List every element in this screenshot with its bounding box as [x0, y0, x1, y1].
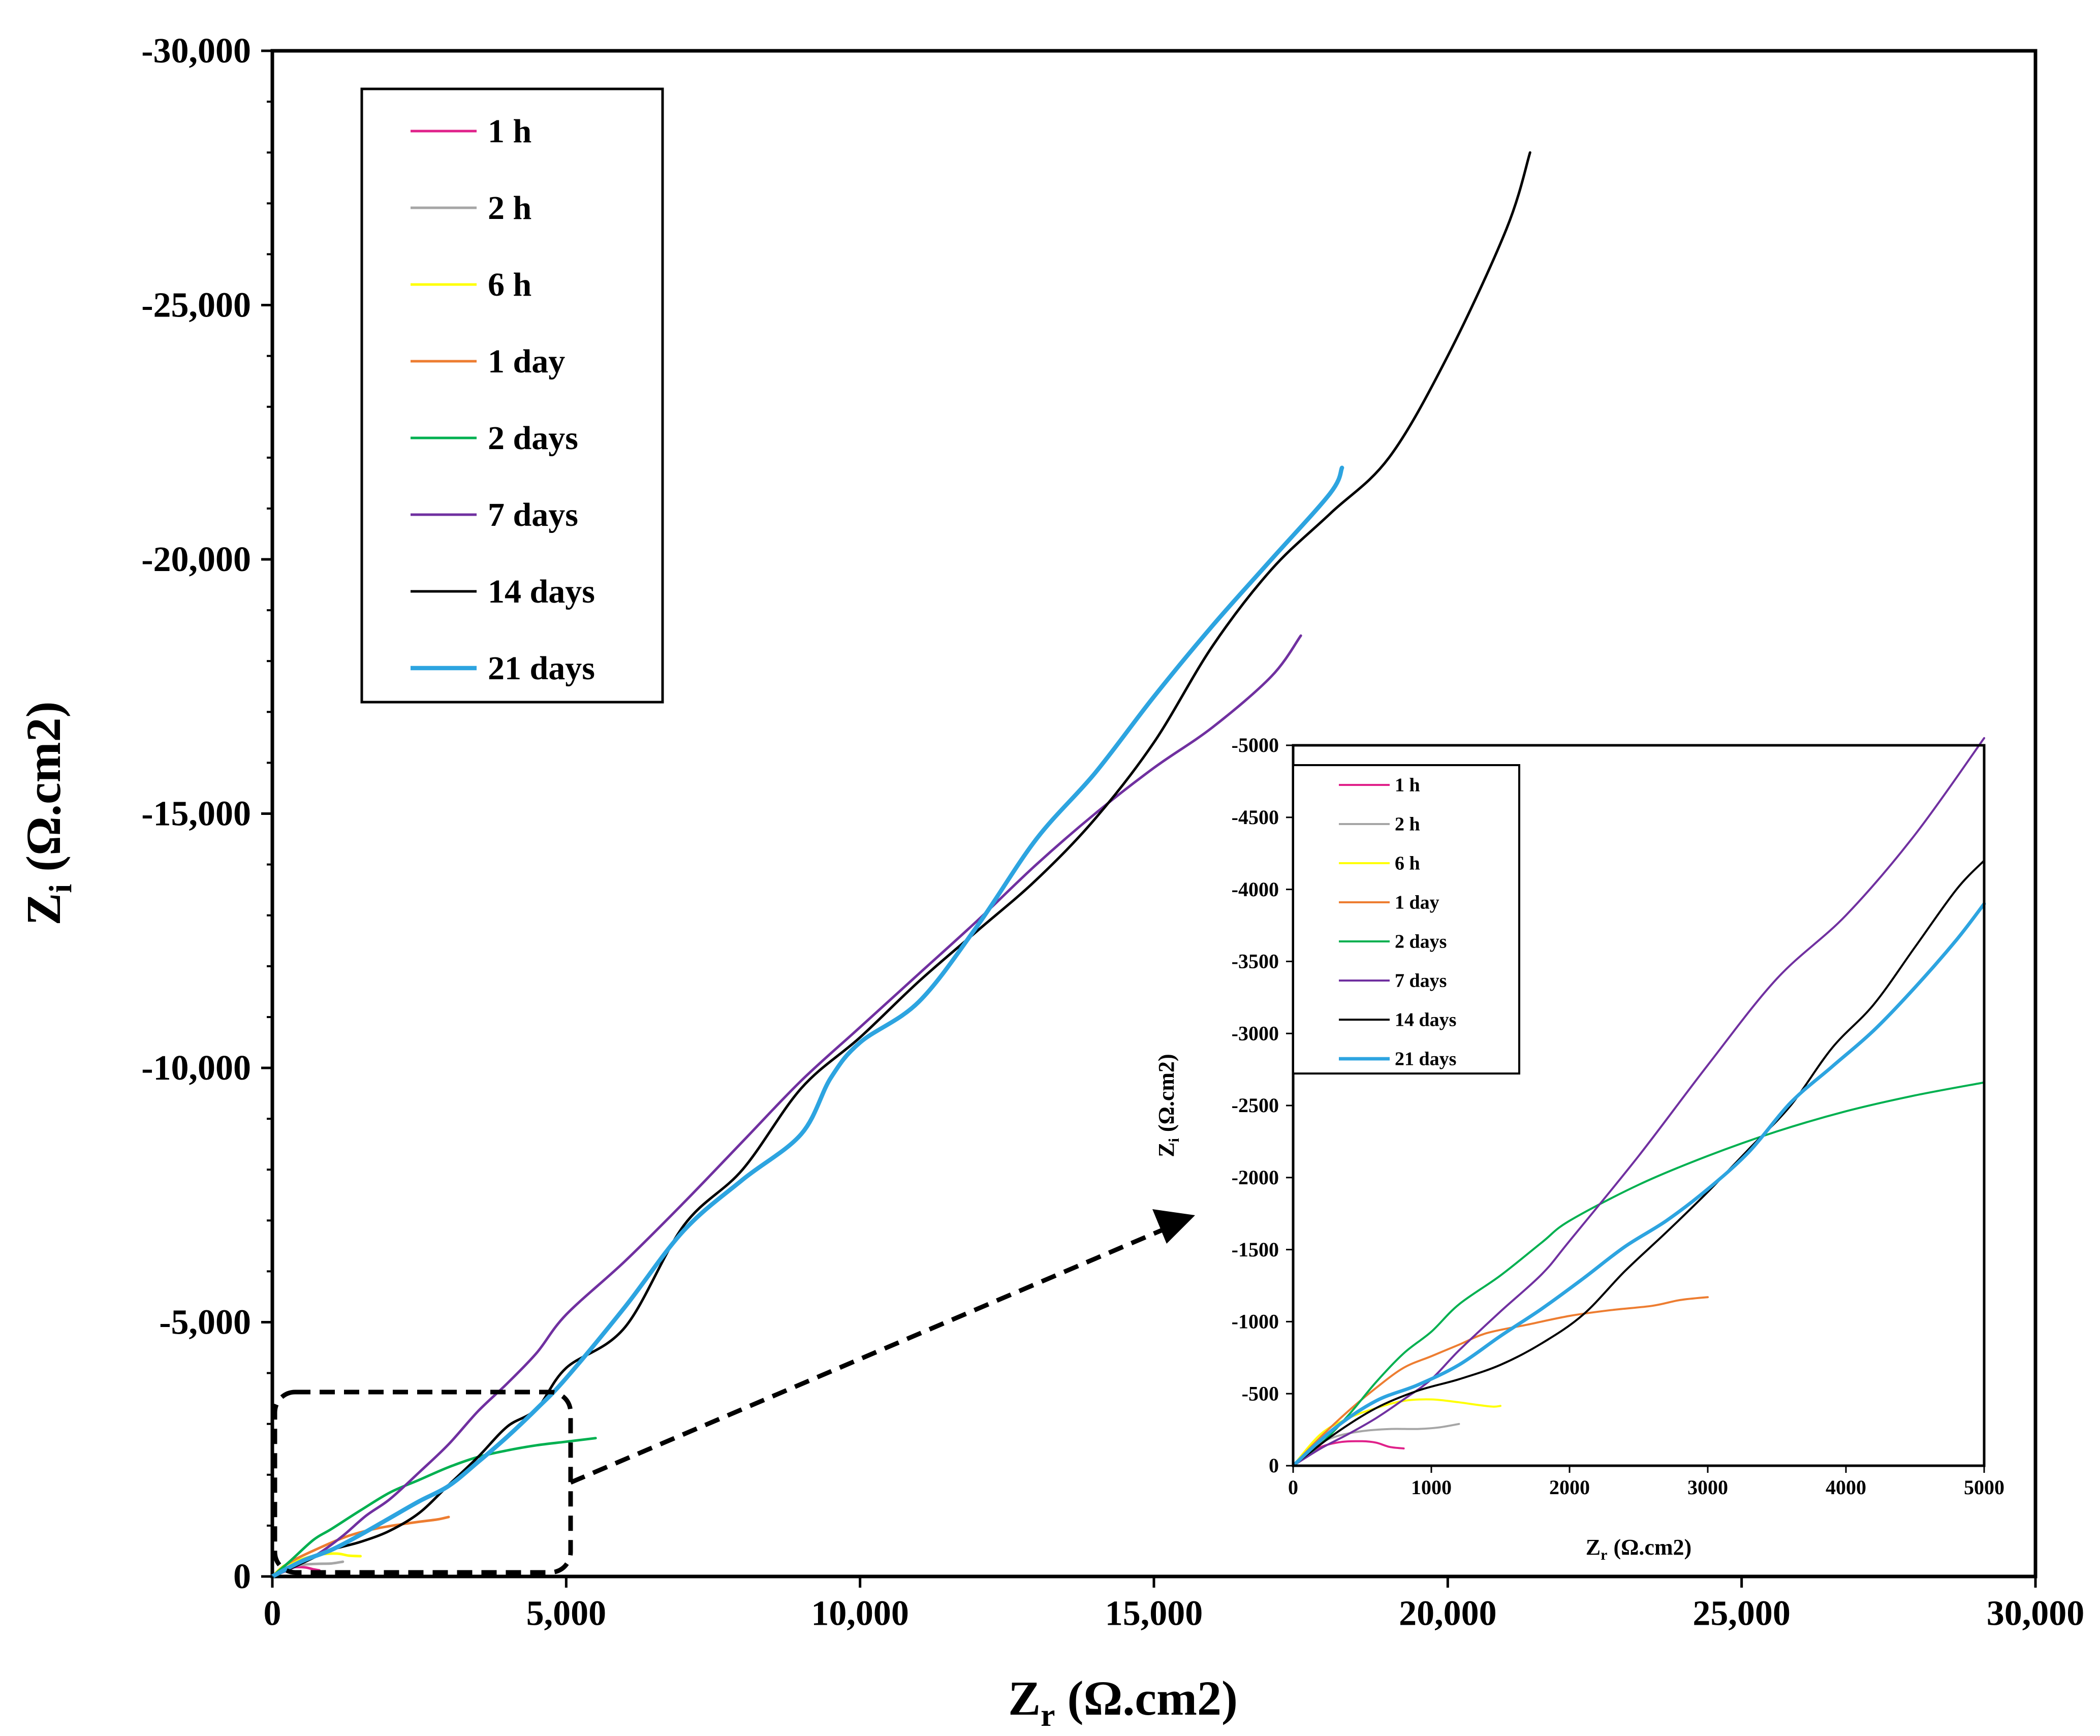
- main-chart: 0 -5,000 -10,000 -15,000 -20,000 -25,000 -30,0…: [16, 31, 2084, 1733]
- inset-y-axis-title: Zi (Ω.cm2): [1154, 1054, 1182, 1157]
- main-y-axis: 0 -5,000 -10,000 -15,000 -20,000 -25,000 -30,0…: [141, 31, 272, 1596]
- inset-legend: 1 h 2 h 6 h 1 day 2 days 7 days 14 days 21 days: [1339, 775, 1456, 1070]
- main-legend-label: 2 days: [488, 420, 578, 457]
- main-legend-box: [360, 87, 664, 704]
- inset-y-tick-label: -2000: [1232, 1166, 1279, 1189]
- inset-y-title-sub: i: [1166, 1138, 1182, 1142]
- inset-y-tick-label: -2500: [1232, 1094, 1279, 1117]
- main-x-tick-label: 15,000: [1105, 1594, 1203, 1633]
- inset-legend-label: 2 h: [1395, 814, 1420, 835]
- main-legend-label: 14 days: [488, 573, 595, 610]
- inset-legend-label: 21 days: [1395, 1049, 1456, 1070]
- main-x-tick-label: 25,000: [1692, 1594, 1791, 1633]
- inset-legend-label: 7 days: [1395, 970, 1447, 992]
- main-legend: 1 h 2 h 6 h 1 day 2 days 7 days 14 days 21 days: [411, 113, 595, 687]
- inset-series-line-2-days: [1292, 1081, 1985, 1467]
- main-legend-label: 21 days: [488, 650, 595, 687]
- inset-y-axis: 0 -500 -1000 -1500 -2000 -2500 -3000 -3500 -4000…: [1232, 734, 1293, 1477]
- main-y-tick-label: -20,000: [141, 540, 251, 579]
- main-x-title-sub: r: [1041, 1697, 1055, 1733]
- inset-x-axis: 0 1000 2000 3000 4000 5000: [1288, 1466, 2004, 1499]
- inset-y-title-z: Z: [1154, 1142, 1179, 1157]
- inset-series-group: [1291, 737, 1986, 1468]
- inset-series-line-1-day: [1292, 1296, 1709, 1467]
- main-y-tick-label: -25,000: [141, 286, 251, 325]
- main-legend-label: 7 days: [488, 496, 578, 533]
- inset-y-tick-label: 0: [1269, 1454, 1279, 1477]
- main-y-axis-title: Zi (Ω.cm2): [16, 701, 78, 925]
- inset-y-tick-label: -500: [1242, 1382, 1279, 1405]
- main-x-axis-title: Zr (Ω.cm2): [1008, 1671, 1238, 1733]
- zoom-region-box: [272, 1390, 573, 1575]
- inset-legend-label: 1 h: [1395, 775, 1420, 796]
- main-series-group: [270, 151, 1531, 1579]
- inset-legend-label: 1 day: [1395, 892, 1439, 913]
- main-x-tick-label: 30,000: [1987, 1594, 2085, 1633]
- inset-legend-label: 2 days: [1395, 931, 1447, 953]
- main-legend-label: 2 h: [488, 190, 531, 227]
- main-y-tick-label: -5,000: [159, 1303, 251, 1342]
- inset-x-title-units: (Ω.cm2): [1613, 1535, 1691, 1560]
- inset-y-tick-label: -4000: [1232, 878, 1279, 901]
- zoom-arrow-head: [1152, 1209, 1195, 1244]
- inset-x-title-z: Z: [1586, 1535, 1601, 1560]
- main-x-tick-label: 5,000: [526, 1594, 607, 1633]
- main-y-title-sub: i: [42, 884, 78, 893]
- main-series-line-21-days: [270, 465, 1344, 1579]
- inset-x-title-sub: r: [1601, 1546, 1607, 1563]
- main-legend-label: 1 h: [488, 113, 531, 150]
- inset-x-axis-title: Zr (Ω.cm2): [1586, 1535, 1691, 1563]
- main-y-title-units: (Ω.cm2): [16, 701, 71, 871]
- inset-series-line-7-days: [1292, 737, 1985, 1467]
- zoom-arrow: [570, 1227, 1165, 1485]
- inset-series-line-14-days: [1292, 859, 1985, 1467]
- inset-chart: 0 -500 -1000 -1500 -2000 -2500 -3000 -3500 -4000…: [1154, 734, 2004, 1563]
- main-x-title-units: (Ω.cm2): [1068, 1671, 1238, 1725]
- main-x-tick-label: 0: [264, 1594, 281, 1633]
- inset-y-tick-label: -3000: [1232, 1022, 1279, 1045]
- main-x-title-z: Z: [1008, 1671, 1041, 1725]
- inset-y-tick-label: -1500: [1232, 1238, 1279, 1261]
- main-y-tick-label: 0: [233, 1557, 251, 1596]
- inset-x-tick-label: 4000: [1826, 1476, 1866, 1499]
- inset-x-tick-label: 0: [1288, 1476, 1298, 1499]
- main-y-tick-label: -15,000: [141, 795, 251, 834]
- inset-y-tick-label: -5000: [1232, 734, 1279, 756]
- inset-series-line-21-days: [1291, 902, 1986, 1468]
- inset-legend-label: 14 days: [1395, 1009, 1456, 1031]
- main-y-tick-label: -30,000: [141, 31, 251, 71]
- inset-y-tick-label: -3500: [1232, 950, 1279, 973]
- main-x-tick-label: 10,000: [811, 1594, 909, 1633]
- main-legend-label: 1 day: [488, 343, 565, 380]
- inset-y-title-units: (Ω.cm2): [1154, 1054, 1179, 1132]
- inset-legend-box: [1292, 764, 1520, 1075]
- main-x-tick-label: 20,000: [1399, 1594, 1497, 1633]
- inset-x-tick-label: 5000: [1964, 1476, 2004, 1499]
- inset-y-tick-label: -4500: [1232, 806, 1279, 829]
- main-legend-label: 6 h: [488, 266, 531, 303]
- main-series-line-2-days: [271, 1437, 597, 1578]
- inset-x-tick-label: 3000: [1687, 1476, 1728, 1499]
- inset-x-tick-label: 1000: [1411, 1476, 1452, 1499]
- main-x-axis: 0 5,000 10,000 15,000 20,000 25,000 30,000: [264, 1576, 2085, 1633]
- inset-legend-label: 6 h: [1395, 853, 1420, 874]
- inset-y-tick-label: -1000: [1232, 1310, 1279, 1333]
- inset-x-tick-label: 2000: [1549, 1476, 1590, 1499]
- main-y-title-z: Z: [16, 893, 71, 926]
- main-y-tick-label: -10,000: [141, 1049, 251, 1088]
